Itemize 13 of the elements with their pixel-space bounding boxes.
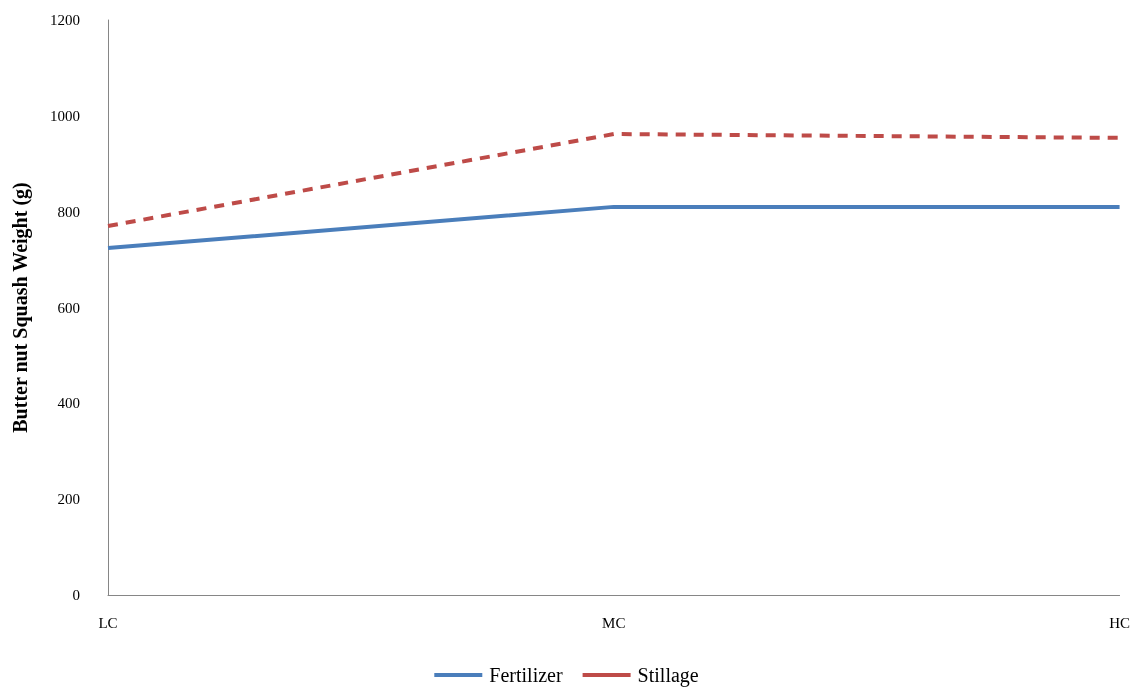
y-tick-label: 800 [57, 203, 80, 220]
y-tick-label: 0 [72, 587, 80, 603]
y-tick-label: 400 [57, 395, 80, 412]
y-tick-label: 1200 [50, 12, 80, 28]
x-tick-label: HC [1109, 614, 1130, 631]
x-tick-label: MC [602, 614, 626, 631]
legend-label: Fertilizer [489, 664, 563, 686]
y-tick-label: 1000 [50, 107, 80, 124]
x-tick-label: LC [98, 614, 118, 631]
y-tick-label: 200 [57, 491, 80, 508]
y-axis-title: Butter nut Squash Weight (g) [9, 182, 32, 433]
legend-label: Stillage [637, 664, 699, 687]
y-tick-label: 600 [57, 299, 80, 316]
